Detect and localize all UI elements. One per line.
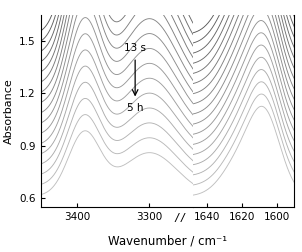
Text: 13 s: 13 s bbox=[124, 43, 146, 53]
Y-axis label: Absorbance: Absorbance bbox=[4, 78, 14, 144]
Text: 5 h: 5 h bbox=[127, 103, 143, 113]
Text: Wavenumber / cm⁻¹: Wavenumber / cm⁻¹ bbox=[108, 234, 227, 247]
Text: //: // bbox=[173, 213, 186, 223]
